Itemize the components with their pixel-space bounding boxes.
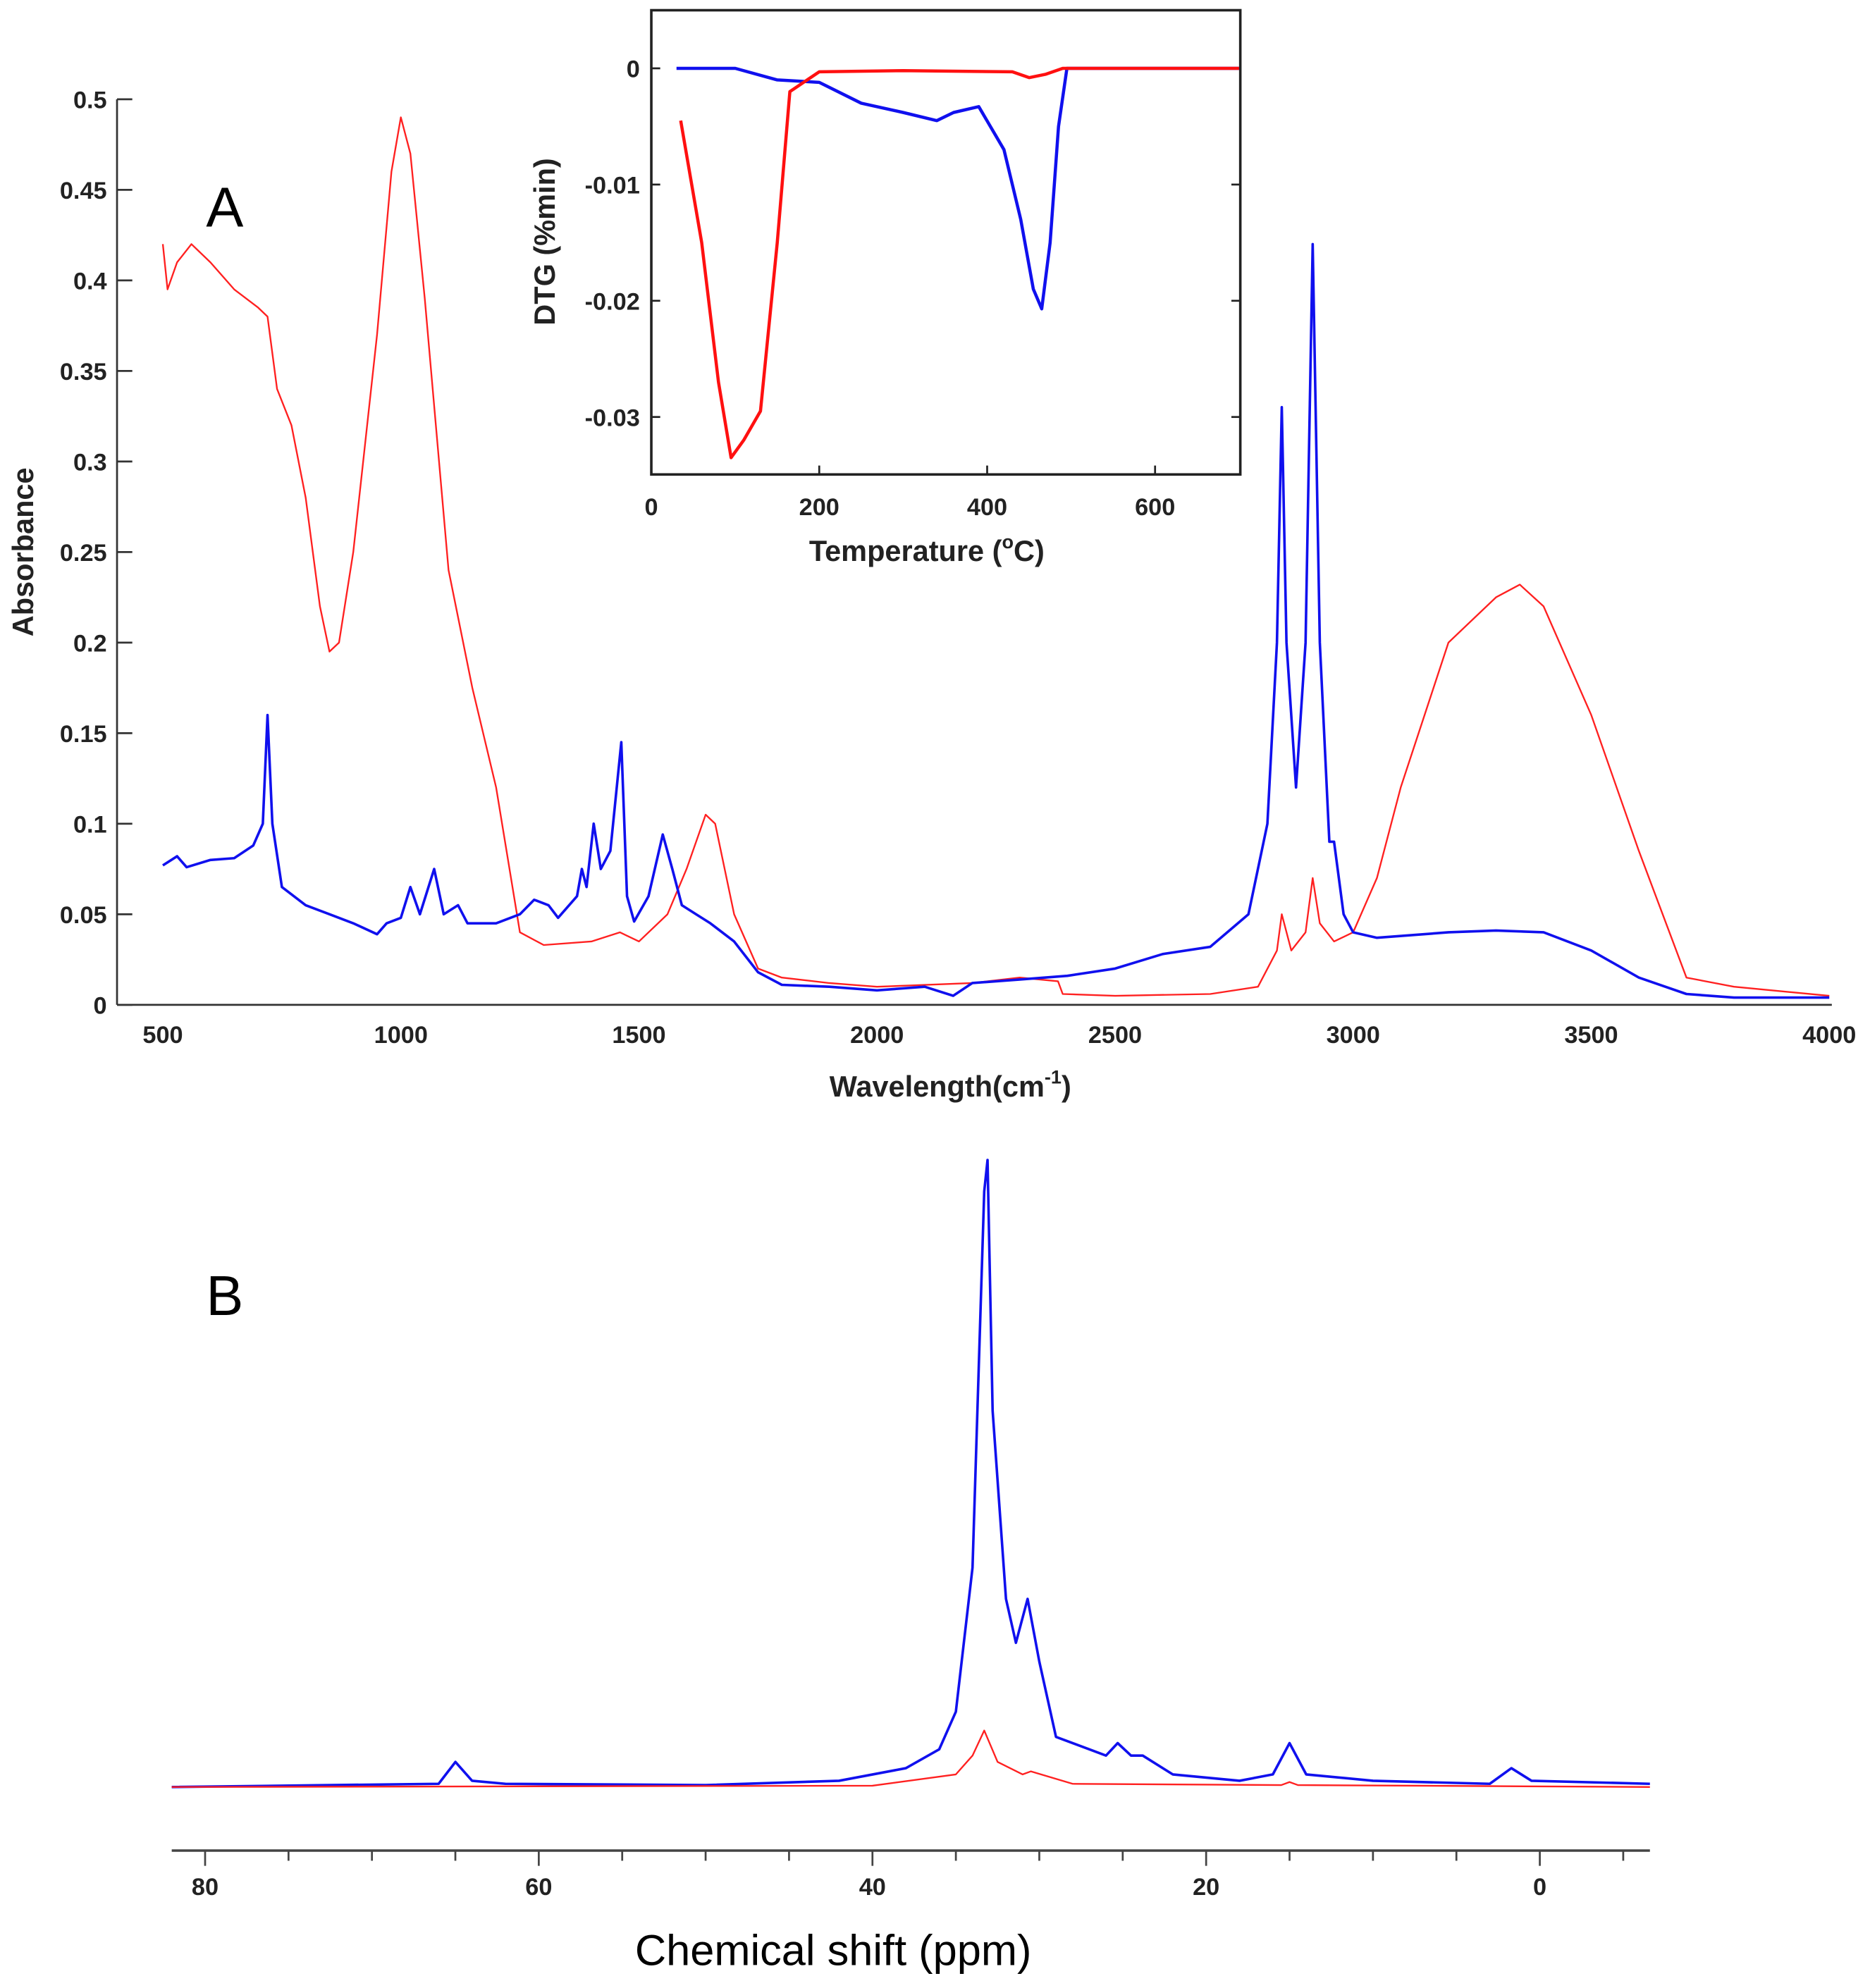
dtg-y-label: DTG (%min)	[528, 158, 561, 325]
ftir-x-tick-label: 4000	[1802, 1022, 1856, 1049]
ftir-series-blue	[162, 242, 1830, 999]
nmr-x-tick-label: 20	[1193, 1874, 1219, 1901]
ftir-y-tick-label: 0.35	[60, 359, 107, 385]
dtg-y-tick-label: -0.01	[585, 173, 640, 199]
nmr-x-label: Chemical shift (ppm)	[635, 1926, 1032, 1975]
ftir-x-tick-label: 3500	[1564, 1022, 1618, 1049]
dtg-x-tick-label: 600	[1135, 494, 1175, 521]
nmr-chart: 80 60 40 20 0 B Chemical shift (ppm)	[171, 1159, 1650, 1975]
panel-label-a: A	[206, 175, 243, 238]
ftir-series-red	[161, 116, 1830, 997]
ftir-y-tick-label: 0.3	[73, 449, 107, 476]
nmr-series-red	[171, 1729, 1650, 1788]
ftir-x-tick-label: 1500	[612, 1022, 665, 1049]
nmr-x-tick-label: 0	[1533, 1874, 1546, 1901]
ftir-x-tick-label: 2500	[1088, 1022, 1142, 1049]
dtg-x-tick-label: 0	[644, 494, 658, 521]
ftir-chart: 500 1000 1500 2000 2500 3000 3500 400000.050.10…	[6, 87, 1856, 1102]
nmr-x-tick-label: 40	[859, 1874, 886, 1901]
ftir-x-tick-label: 3000	[1327, 1022, 1380, 1049]
ftir-x-tick-label: 500	[142, 1022, 183, 1049]
ftir-y-tick-label: 0	[94, 992, 107, 1019]
nmr-x-tick-label: 80	[192, 1874, 219, 1901]
ftir-y-tick-label: 0.4	[73, 268, 107, 295]
ftir-y-tick-label: 0.1	[73, 811, 107, 838]
dtg-x-tick-label: 200	[799, 494, 839, 521]
ftir-y-tick-label: 0.2	[73, 630, 107, 657]
ftir-y-tick-label: 0.05	[60, 902, 107, 929]
ftir-x-tick-label: 1000	[374, 1022, 428, 1049]
dtg-frame	[650, 8, 1242, 476]
dtg-y-tick-label: -0.02	[585, 288, 640, 315]
nmr-x-tick-label: 60	[525, 1874, 552, 1901]
panel-label-b: B	[206, 1264, 243, 1327]
dtg-x-tick-label: 400	[967, 494, 1007, 521]
ftir-y-tick-label: 0.45	[60, 178, 107, 204]
dtg-y-tick-label: 0	[627, 56, 640, 83]
nmr-series-blue	[171, 1159, 1650, 1789]
ftir-y-tick-label: 0.15	[60, 721, 107, 748]
dtg-inset-chart: 0 200 400 600 0 -0.01 -0.02 -0.03 DTG (%min) Te…	[528, 8, 1242, 567]
dtg-y-tick-label: -0.03	[585, 405, 640, 431]
ftir-x-tick-label: 2000	[850, 1022, 904, 1049]
dtg-x-label: Temperature (oC)	[809, 531, 1045, 567]
ftir-y-tick-label: 0.25	[60, 540, 107, 567]
ftir-y-label: Absorbance	[6, 467, 39, 636]
dtg-series-red	[679, 66, 1239, 459]
ftir-y-tick-label: 0.5	[73, 87, 107, 113]
ftir-x-label: Wavelength(cm-1)	[830, 1066, 1071, 1103]
